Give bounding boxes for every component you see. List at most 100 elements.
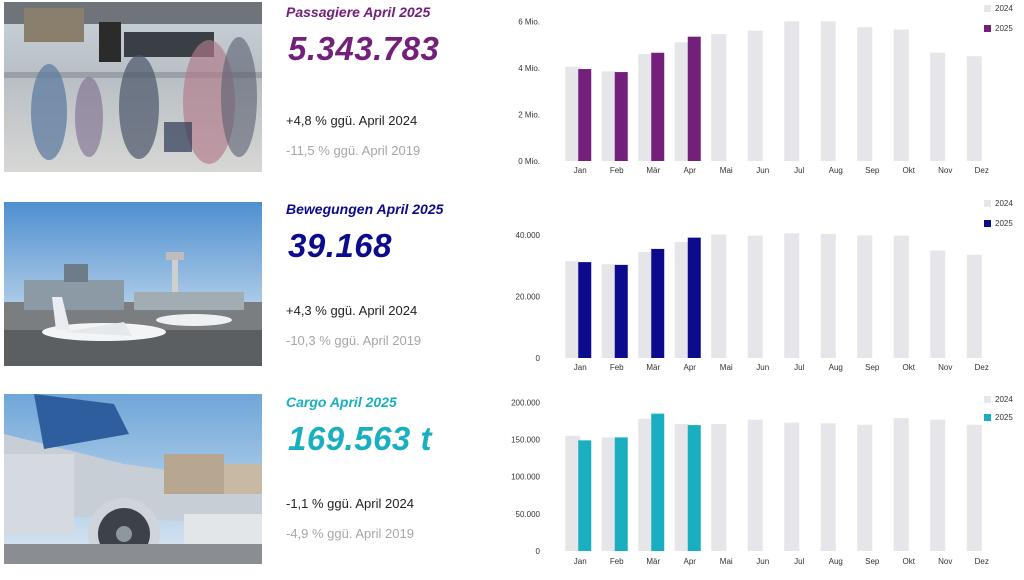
movements-month-label: Feb — [610, 363, 624, 372]
passengers-bar-2024 — [784, 21, 800, 161]
passengers-bar-2025 — [614, 72, 628, 161]
passengers-chart: 0 Mio. 2 Mio. 4 Mio. 6 Mio. Jan Feb Mär Apr Mai J… — [500, 0, 1024, 190]
movements-bar-2024 — [601, 264, 617, 358]
cargo-bar-2024 — [711, 424, 727, 551]
passengers-ytick-label: 0 Mio. — [518, 157, 540, 166]
passengers-legend-label-2025: 2025 — [995, 24, 1013, 33]
cargo-month-label: Sep — [865, 557, 880, 566]
movements-ytick-label: 40.000 — [516, 231, 541, 240]
cargo-bar-2025 — [614, 437, 628, 551]
cargo-month-label: Mär — [646, 557, 660, 566]
cargo-ytick-label: 200.000 — [511, 398, 540, 407]
movements-month-label: Sep — [865, 363, 880, 372]
movements-title: Bewegungen April 2025 — [286, 201, 444, 217]
cargo-bar-2024 — [747, 419, 763, 551]
cargo-ytick-label: 100.000 — [511, 473, 540, 482]
passengers-month-label: Nov — [938, 166, 952, 175]
passengers-delta-2024: +4,8 % ggü. April 2024 — [286, 113, 418, 128]
passengers-bar-2024 — [711, 34, 727, 161]
cargo-title: Cargo April 2025 — [286, 394, 397, 410]
cargo-bar-2024 — [601, 437, 617, 551]
movements-bar-2024 — [565, 261, 581, 358]
movements-legend-label-2025: 2025 — [995, 219, 1013, 228]
passengers-bar-2024 — [893, 29, 909, 161]
movements-month-label: Okt — [903, 363, 916, 372]
cargo-ytick-label: 50.000 — [516, 510, 541, 519]
cargo-delta-2019: -4,9 % ggü. April 2019 — [286, 526, 414, 541]
movements-bar-2024 — [711, 234, 727, 358]
cargo-bar-2024 — [565, 435, 581, 551]
movements-bar-2025 — [651, 248, 665, 358]
passengers-bar-2024 — [966, 56, 982, 161]
movements-bar-2024 — [820, 233, 836, 358]
cargo-value: 169.563 t — [288, 420, 432, 457]
passengers-bar-2024 — [930, 52, 946, 161]
passengers-title: Passagiere April 2025 — [286, 4, 431, 20]
movements-delta-2024: +4,3 % ggü. April 2024 — [286, 303, 418, 318]
passengers-month-label: Mai — [720, 166, 733, 175]
cargo-ytick-label: 0 — [536, 547, 541, 556]
cargo-bar-2024 — [966, 424, 982, 551]
cargo-month-label: Jun — [756, 557, 769, 566]
movements-value: 39.168 — [288, 227, 392, 264]
cargo-month-label: Dez — [975, 557, 989, 566]
passengers-bar-2024 — [857, 27, 873, 161]
movements-section: Bewegungen April 2025 39.168 +4,3 % ggü.… — [0, 195, 1024, 385]
movements-chart: 0 20.000 40.000 Jan Feb Mär Apr Mai Jun Jul Aug Sep… — [500, 195, 1024, 385]
cargo-month-label: Aug — [829, 557, 843, 566]
cargo-bar-2024 — [784, 422, 800, 551]
movements-month-label: Mär — [646, 363, 660, 372]
movements-legend-swatch-2025 — [984, 220, 991, 227]
passengers-section: Passagiere April 2025 5.343.783 +4,8 % g… — [0, 0, 1024, 190]
movements-month-label: Jan — [574, 363, 587, 372]
cargo-legend-swatch-2024 — [984, 396, 991, 403]
passengers-month-label: Jun — [756, 166, 769, 175]
passengers-bar-2024 — [820, 21, 836, 161]
passengers-month-label: Mär — [646, 166, 660, 175]
movements-bar-2024 — [930, 250, 946, 358]
movements-bar-2024 — [674, 241, 690, 358]
movements-month-label: Jul — [794, 363, 804, 372]
passengers-legend-swatch-2024 — [984, 5, 991, 12]
cargo-bar-2024 — [930, 419, 946, 551]
cargo-bar-2024 — [820, 423, 836, 551]
passengers-month-label: Aug — [829, 166, 843, 175]
cargo-delta-2024: -1,1 % ggü. April 2024 — [286, 496, 414, 511]
movements-month-label: Apr — [684, 363, 697, 372]
passengers-legend-label-2024: 2024 — [995, 4, 1013, 13]
movements-ytick-label: 0 — [536, 354, 541, 363]
passengers-month-label: Dez — [975, 166, 989, 175]
cargo-chart: 0 50.000 100.000 150.000 200.000 Jan Feb Mär Apr… — [500, 390, 1024, 580]
passengers-month-label: Jul — [794, 166, 804, 175]
cargo-chart-svg: 0 50.000 100.000 150.000 200.000 Jan Feb Mär Apr… — [511, 395, 1013, 566]
passengers-delta-2019: -11,5 % ggü. April 2019 — [286, 143, 421, 158]
passengers-bar-2024 — [747, 30, 763, 161]
cargo-month-label: Jan — [574, 557, 587, 566]
cargo-ytick-label: 150.000 — [511, 436, 540, 445]
movements-bar-2024 — [966, 254, 982, 358]
airport-terminal-crowd-photo — [4, 2, 262, 172]
movements-bar-2025 — [614, 264, 628, 358]
passengers-bar-2025 — [651, 52, 665, 161]
cargo-section: Cargo April 2025 169.563 t -1,1 % ggü. A… — [0, 390, 1024, 580]
cargo-aircraft-loading-photo — [4, 394, 262, 564]
movements-bar-2025 — [578, 262, 592, 358]
movements-ytick-label: 20.000 — [516, 293, 541, 302]
passengers-bar-2024 — [565, 66, 581, 161]
cargo-month-label: Mai — [720, 557, 733, 566]
cargo-legend-label-2024: 2024 — [995, 395, 1013, 404]
movements-month-label: Aug — [829, 363, 843, 372]
movements-bar-2024 — [638, 251, 654, 358]
passengers-month-label: Sep — [865, 166, 880, 175]
cargo-bar-2025 — [687, 425, 701, 551]
movements-bar-2024 — [747, 235, 763, 358]
passengers-bar-2024 — [674, 42, 690, 161]
passengers-legend-swatch-2025 — [984, 25, 991, 32]
cargo-month-label: Nov — [938, 557, 952, 566]
cargo-month-label: Okt — [903, 557, 916, 566]
movements-bar-2024 — [857, 235, 873, 358]
passengers-ytick-label: 2 Mio. — [518, 110, 540, 119]
passengers-chart-svg: 0 Mio. 2 Mio. 4 Mio. 6 Mio. Jan Feb Mär Apr Mai J… — [518, 4, 1013, 175]
passengers-value: 5.343.783 — [288, 30, 440, 67]
movements-delta-2019: -10,3 % ggü. April 2019 — [286, 333, 422, 348]
